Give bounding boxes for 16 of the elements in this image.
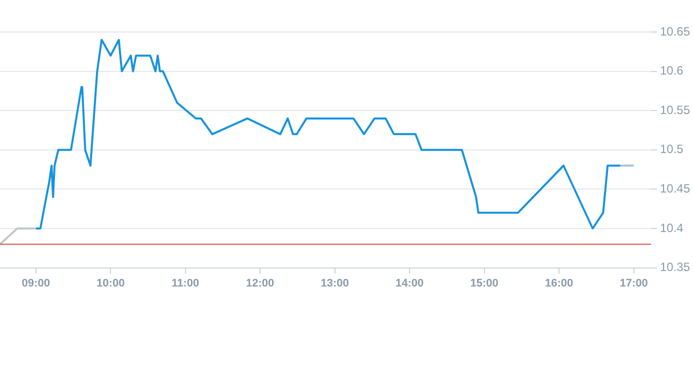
y-tick-label: 10.45 xyxy=(660,182,690,196)
x-tick-label: 12:00 xyxy=(246,277,274,290)
x-tick-label: 11:00 xyxy=(172,277,200,290)
y-tick-label: 10.5 xyxy=(660,142,684,156)
x-tick-label: 13:00 xyxy=(320,277,349,290)
y-tick-label: 10.6 xyxy=(660,64,684,78)
y-tick-label: 10.55 xyxy=(660,102,690,117)
x-tick-label: 17:00 xyxy=(620,277,648,290)
y-tick-label: 10.35 xyxy=(660,260,690,274)
x-tick-label: 15:00 xyxy=(470,277,498,290)
x-tick-label: 09:00 xyxy=(22,277,50,290)
x-tick-label: 16:00 xyxy=(544,277,574,290)
y-tick-label: 10.4 xyxy=(660,220,684,235)
x-tick-label: 14:00 xyxy=(395,277,424,290)
x-tick-label: 10:00 xyxy=(96,277,125,290)
y-tick-label: 10.65 xyxy=(660,24,690,38)
